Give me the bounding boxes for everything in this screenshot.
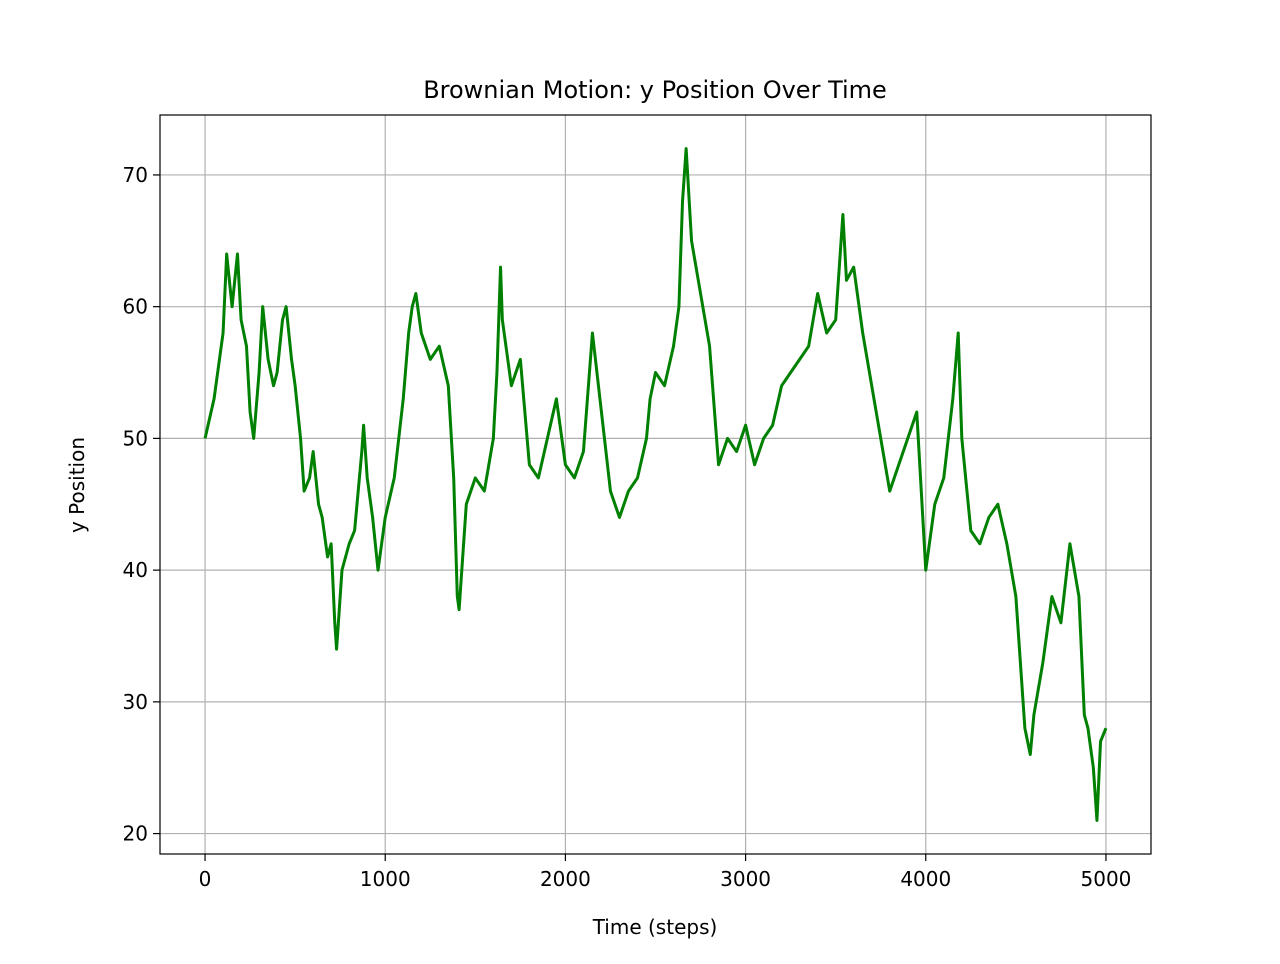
chart-title: Brownian Motion: y Position Over Time xyxy=(423,76,887,104)
x-axis-label: Time (steps) xyxy=(592,915,718,939)
y-axis-label: y Position xyxy=(65,437,89,533)
y-tick-label: 70 xyxy=(123,163,148,187)
x-tick-label: 5000 xyxy=(1081,867,1132,891)
y-tick-label: 50 xyxy=(123,426,148,450)
plot-frame xyxy=(159,114,1152,855)
x-tick-label: 2000 xyxy=(540,867,591,891)
y-tick-label: 20 xyxy=(123,822,148,846)
x-tick-label: 0 xyxy=(199,867,212,891)
x-tick-label: 3000 xyxy=(720,867,771,891)
x-tick-label: 4000 xyxy=(900,867,951,891)
x-tick-label: 1000 xyxy=(360,867,411,891)
y-tick-label: 60 xyxy=(123,295,148,319)
y-tick-label: 30 xyxy=(123,690,148,714)
y-tick-label: 40 xyxy=(123,558,148,582)
data-line xyxy=(203,147,1108,822)
